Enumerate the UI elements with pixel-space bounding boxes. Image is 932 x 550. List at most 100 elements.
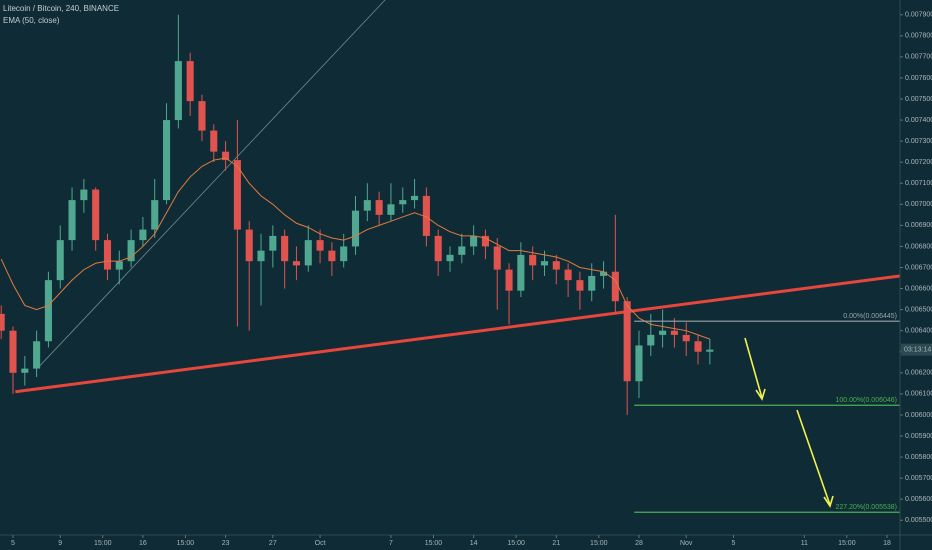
candle-body bbox=[694, 341, 702, 352]
y-tick-label: 0.006800 bbox=[905, 243, 932, 250]
candle-body bbox=[647, 334, 655, 346]
x-tick-label: 15:00 bbox=[425, 540, 443, 547]
y-tick-label: 0.007700 bbox=[905, 54, 932, 61]
y-tick-label: 0.006200 bbox=[905, 370, 932, 377]
fib-label: 227.20%(0.005538) bbox=[836, 504, 898, 511]
candle-body bbox=[269, 235, 277, 251]
candle-body bbox=[33, 341, 41, 369]
candle-body bbox=[44, 280, 52, 342]
x-tick-label: 15:00 bbox=[177, 540, 195, 547]
candle-body bbox=[540, 261, 549, 266]
candle-body bbox=[198, 101, 206, 131]
candle-body bbox=[292, 261, 300, 266]
x-tick-label: 15:00 bbox=[94, 540, 112, 547]
candle-body bbox=[92, 189, 100, 241]
candle-body bbox=[458, 246, 466, 255]
candle-body bbox=[363, 200, 371, 211]
y-tick-label: 0.007900 bbox=[905, 12, 932, 19]
countdown-label: 03:13:14 bbox=[904, 346, 931, 353]
candle-body bbox=[56, 240, 64, 281]
y-tick-label: 0.007000 bbox=[905, 201, 932, 208]
candle-body bbox=[600, 271, 608, 276]
candle-body bbox=[233, 160, 241, 230]
x-tick-label: Oct bbox=[315, 540, 326, 547]
candle-body bbox=[304, 240, 312, 266]
y-tick-label: 0.006900 bbox=[905, 222, 932, 229]
arrow-line bbox=[744, 337, 763, 399]
candle-body bbox=[564, 269, 572, 281]
x-tick-label: 21 bbox=[552, 540, 560, 547]
candle-body bbox=[186, 61, 194, 102]
x-tick-label: 23 bbox=[222, 540, 230, 547]
arrows bbox=[744, 337, 834, 508]
candle-body bbox=[411, 195, 419, 201]
y-tick-label: 0.007500 bbox=[905, 96, 932, 103]
fib-label: 100.00%(0.006046) bbox=[836, 397, 898, 404]
x-tick-label: 28 bbox=[635, 540, 643, 547]
y-tick-label: 0.006000 bbox=[905, 412, 932, 419]
x-tick-label: 18 bbox=[883, 540, 891, 547]
candle-body bbox=[434, 235, 442, 262]
y-tick-label: 0.005700 bbox=[905, 475, 932, 482]
x-tick-label: 15:00 bbox=[838, 540, 856, 547]
candle-body bbox=[80, 189, 88, 201]
candle-body bbox=[151, 200, 159, 230]
x-tick-label: Nov bbox=[680, 540, 693, 547]
chart-title: Litecoin / Bitcoin, 240, BINANCE bbox=[3, 4, 119, 13]
y-tick-label: 0.006100 bbox=[905, 391, 932, 398]
candle-body bbox=[9, 330, 17, 373]
candle-body bbox=[682, 334, 690, 342]
x-tick-label: 5 bbox=[11, 540, 15, 547]
candle-body bbox=[446, 254, 454, 262]
candle-body bbox=[670, 330, 678, 335]
x-tick-label: 5 bbox=[732, 540, 736, 547]
candle-body bbox=[222, 151, 230, 161]
x-tick-label: 15:00 bbox=[590, 540, 608, 547]
candle-body bbox=[351, 210, 360, 247]
candle-body bbox=[0, 313, 5, 331]
y-tick-label: 0.005900 bbox=[905, 433, 932, 440]
candle-body bbox=[375, 200, 383, 215]
candle-body bbox=[576, 280, 584, 291]
x-tick-label: 11 bbox=[801, 540, 808, 547]
candle-body bbox=[139, 229, 147, 241]
arrow-head bbox=[755, 388, 766, 401]
candle-body bbox=[611, 271, 619, 302]
y-tick-label: 0.007800 bbox=[905, 33, 932, 40]
indicator-legend: EMA (50, close) bbox=[3, 16, 60, 25]
candle-body bbox=[281, 235, 289, 262]
y-tick-label: 0.007200 bbox=[905, 159, 932, 166]
candle-body bbox=[316, 240, 324, 251]
trend-line bbox=[15, 274, 900, 394]
y-tick-label: 0.007300 bbox=[905, 138, 932, 145]
y-tick-label: 0.006400 bbox=[905, 328, 932, 335]
y-tick-label: 0.007100 bbox=[905, 180, 932, 187]
y-tick-label: 0.006500 bbox=[905, 306, 932, 313]
x-tick-label: 14 bbox=[470, 540, 478, 547]
candle-body bbox=[127, 240, 135, 262]
fib-label: 0.00%(0.006445) bbox=[843, 313, 897, 320]
y-tick-label: 0.006600 bbox=[905, 285, 932, 292]
candle-body bbox=[470, 235, 478, 247]
arrow-line bbox=[796, 409, 831, 506]
candle-body bbox=[659, 330, 667, 335]
candle-body bbox=[706, 349, 714, 352]
y-tick-label: 0.005800 bbox=[905, 454, 932, 461]
candle-body bbox=[257, 250, 265, 262]
candle-body bbox=[210, 130, 218, 152]
candle-body bbox=[21, 368, 29, 373]
candle-body bbox=[399, 200, 407, 205]
candle-body bbox=[588, 275, 596, 291]
x-tick-label: 15:00 bbox=[507, 540, 525, 547]
ema-line bbox=[0, 157, 711, 340]
y-tick-label: 0.006700 bbox=[905, 264, 932, 271]
candle-body bbox=[103, 240, 112, 270]
candle-body bbox=[174, 61, 182, 121]
candle-body bbox=[328, 250, 336, 262]
y-tick-label: 0.007600 bbox=[905, 75, 932, 82]
plot-area bbox=[0, 0, 900, 513]
y-tick-label: 0.005500 bbox=[905, 517, 932, 524]
